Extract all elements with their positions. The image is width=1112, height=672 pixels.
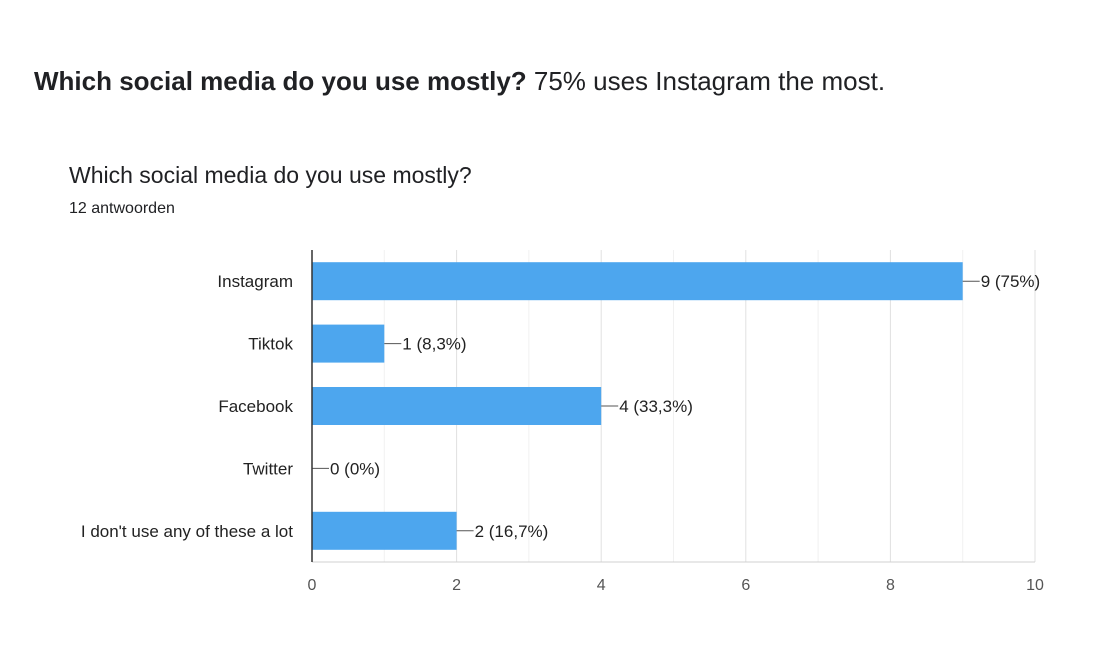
data-label: 9 (75%) (981, 272, 1041, 291)
x-tick-label: 2 (452, 577, 461, 594)
bar (312, 511, 457, 550)
data-label: 2 (16,7%) (475, 522, 549, 541)
x-tick-label: 6 (741, 577, 750, 594)
x-tick-label: 4 (597, 577, 606, 594)
bar (312, 262, 963, 301)
data-label: 4 (33,3%) (619, 397, 693, 416)
x-tick-label: 8 (886, 577, 895, 594)
category-label: I don't use any of these a lot (81, 522, 293, 541)
x-tick-label: 0 (308, 577, 317, 594)
bar (312, 387, 602, 425)
data-label: 1 (8,3%) (402, 335, 466, 354)
response-count: 12 antwoorden (69, 200, 175, 217)
headline-question: Which social media do you use mostly? (34, 66, 527, 96)
category-label: Twitter (243, 459, 293, 478)
category-label: Instagram (217, 272, 293, 291)
headline-answer: 75% uses Instagram the most. (526, 66, 886, 96)
data-label: 0 (0%) (330, 459, 380, 478)
page-headline: Which social media do you use mostly? 75… (34, 64, 885, 98)
chart-card-title: Which social media do you use mostly? (69, 162, 472, 188)
category-label: Tiktok (248, 335, 293, 354)
bar (312, 324, 385, 363)
category-label: Facebook (218, 397, 293, 416)
x-tick-label: 10 (1026, 577, 1044, 594)
